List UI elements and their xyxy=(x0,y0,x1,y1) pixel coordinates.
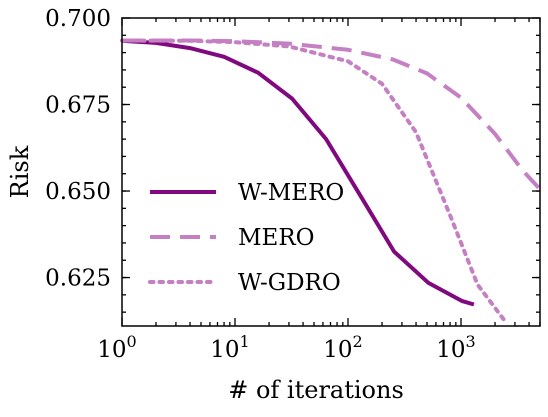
x-tick-label: 102 xyxy=(323,332,362,363)
series-line-w-mero xyxy=(121,38,475,307)
legend-label: W-MERO xyxy=(238,180,344,206)
y-tick-label: 0.700 xyxy=(45,6,111,32)
y-tick-label: 0.675 xyxy=(45,93,111,119)
x-tick-label: 101 xyxy=(210,332,249,363)
y-tick-label: 0.650 xyxy=(45,179,111,205)
legend-label: MERO xyxy=(238,225,315,251)
series-line-mero xyxy=(122,38,542,191)
x-axis-title: # of iterations xyxy=(228,376,404,404)
x-tick-label: 100 xyxy=(97,332,136,363)
y-tick-label: 0.625 xyxy=(45,266,111,292)
legend: W-MERO MERO W-GDRO xyxy=(148,180,344,296)
legend-label: W-GDRO xyxy=(238,270,341,296)
y-axis-title: Risk xyxy=(6,145,34,198)
x-tick-label: 103 xyxy=(436,332,475,363)
series-line-w-gdro xyxy=(120,38,508,325)
ticks-layer: 100 101 102 103 0.625 0.650 0.675 0.700 xyxy=(45,6,541,363)
series-layer xyxy=(120,38,542,325)
